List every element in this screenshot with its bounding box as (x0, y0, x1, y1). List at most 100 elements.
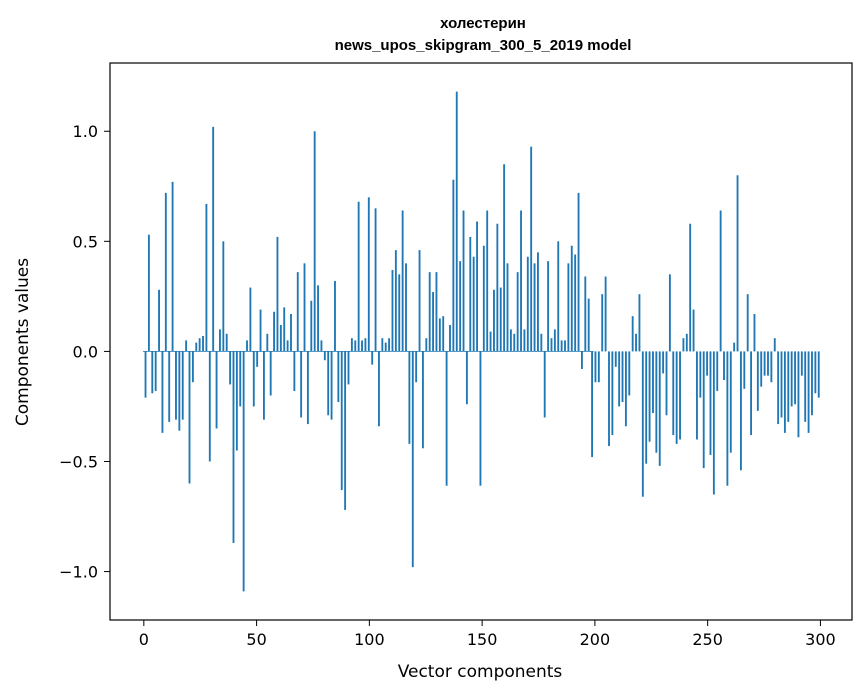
bar (171, 181, 174, 352)
bar (432, 291, 434, 352)
bar (655, 351, 658, 453)
bar (672, 351, 675, 436)
bar (767, 351, 769, 376)
bar (344, 351, 347, 510)
bar (388, 338, 391, 352)
bar (459, 261, 462, 352)
bar (327, 351, 330, 416)
bar (401, 210, 404, 352)
bar (594, 351, 597, 383)
bar (482, 245, 485, 352)
x-tick-label: 50 (246, 630, 266, 649)
bar (645, 351, 648, 464)
bar (780, 351, 783, 418)
bar (242, 351, 245, 592)
bar (641, 351, 644, 497)
bar (384, 342, 387, 352)
bar (560, 340, 563, 352)
x-tick-label: 100 (354, 630, 385, 649)
bar (797, 351, 800, 438)
x-tick-label: 200 (580, 630, 611, 649)
bar (668, 274, 671, 352)
bar (509, 329, 512, 352)
bar (624, 351, 627, 427)
bar (577, 192, 580, 352)
bar (800, 351, 803, 376)
bar (279, 324, 282, 352)
bar (462, 210, 465, 352)
bar (584, 276, 587, 352)
bar (259, 309, 262, 352)
bar (587, 298, 590, 352)
bar (300, 351, 303, 418)
y-tick-label: 1.0 (73, 122, 98, 141)
bar (526, 256, 529, 352)
bar (293, 351, 296, 392)
bar (205, 203, 208, 352)
bar (144, 351, 147, 398)
bar (198, 338, 201, 352)
bar (574, 254, 577, 352)
bar (814, 351, 817, 394)
bar (428, 272, 431, 352)
bar (516, 272, 519, 352)
bar (540, 333, 543, 352)
bar (422, 351, 424, 449)
bar (496, 223, 499, 352)
bar (665, 351, 668, 416)
bar (290, 313, 292, 352)
bar (273, 311, 275, 352)
bar (564, 340, 566, 352)
bar (219, 329, 221, 352)
bar (719, 210, 722, 352)
bar (445, 351, 448, 486)
bar (787, 351, 790, 422)
chart-title-line2: news_upos_skipgram_300_5_2019 model (335, 37, 632, 54)
bar (442, 316, 445, 352)
bar (648, 351, 651, 442)
bar (773, 338, 776, 352)
x-tick-label: 300 (805, 630, 836, 649)
bar (628, 351, 631, 396)
bar (570, 245, 573, 352)
bar (601, 294, 604, 352)
bar (361, 340, 363, 352)
bar (246, 340, 248, 352)
bar (794, 351, 796, 405)
bar (181, 351, 184, 420)
bar (804, 351, 807, 422)
bar (283, 307, 286, 352)
bar (608, 351, 610, 447)
bar (530, 146, 533, 352)
bar (743, 351, 746, 389)
bar (269, 351, 272, 396)
bar (543, 351, 546, 418)
bar (750, 351, 752, 436)
bar (493, 289, 495, 352)
bar (489, 331, 492, 352)
bar (452, 179, 455, 352)
bar (398, 274, 401, 352)
bar (222, 241, 225, 352)
y-tick-label: 0.5 (73, 232, 98, 251)
bar (533, 263, 536, 352)
bar (469, 236, 472, 352)
bar (154, 351, 157, 392)
bar (503, 164, 506, 352)
y-tick-label: −0.5 (59, 452, 98, 471)
bar (235, 351, 238, 451)
bar (232, 351, 235, 543)
bar (334, 280, 336, 352)
bar (777, 351, 780, 425)
bar (313, 131, 316, 352)
bar (723, 351, 725, 381)
bar (337, 351, 340, 403)
bar (611, 351, 614, 436)
bar (689, 223, 692, 352)
bar (320, 340, 323, 352)
plot-frame (109, 62, 853, 621)
bar (662, 351, 665, 374)
bar (729, 351, 732, 453)
bar (604, 276, 607, 352)
